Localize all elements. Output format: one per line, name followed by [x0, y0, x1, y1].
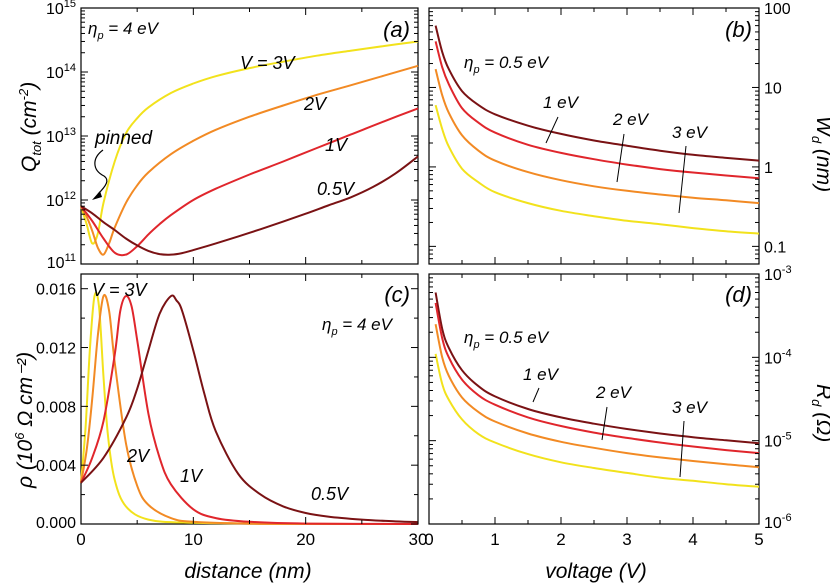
y-tick-label-c: 0.004 — [36, 458, 76, 475]
x-axis-title-right: voltage (V) — [545, 560, 647, 583]
panel-b-label: (b) — [725, 17, 752, 42]
series-line-c-3 — [80, 294, 419, 524]
label-c-2v: 2V — [126, 446, 151, 466]
y-tick-label-a: 1015 — [46, 0, 76, 18]
y-axis-title-a: Qtot (cm-2) — [16, 82, 44, 172]
series-line-d-2 — [434, 324, 760, 469]
y-tick-label-c: 0.012 — [36, 341, 76, 358]
y-tick-label-a: 1011 — [47, 252, 76, 272]
y-tick-label-a: 1013 — [46, 126, 76, 146]
x-tick-label-d: 1 — [490, 530, 499, 549]
leader-b-3ev — [678, 145, 687, 214]
series-line-a-3 — [80, 155, 419, 256]
y-tick-label-c: 0.000 — [36, 515, 76, 532]
y-tick-label-c: 0.008 — [36, 399, 76, 416]
label-c-3v: V = 3V — [92, 280, 149, 300]
leader-d-3ev — [679, 420, 685, 478]
y-tick-label-d: 10-6 — [764, 512, 792, 532]
y-tick-label-a: 1014 — [46, 62, 76, 82]
series-line-d-3 — [434, 353, 760, 488]
series-line-a-0 — [80, 40, 419, 245]
series-line-a-2 — [80, 107, 419, 257]
panel-d-label: (d) — [725, 282, 752, 307]
y-tick-label-b: 0.1 — [764, 239, 786, 256]
leader-d-1ev — [532, 387, 540, 403]
series-line-c-2 — [80, 295, 419, 525]
y-axis-title-b: Wd (nm) — [809, 116, 830, 192]
x-tick-label-c: 10 — [184, 530, 203, 549]
series-line-c-1 — [80, 294, 419, 525]
label-c-05v: 0.5V — [311, 484, 350, 504]
pinned-label: pinned — [94, 128, 153, 149]
series-line-a-1 — [80, 64, 419, 256]
leader-b-2ev — [616, 133, 625, 183]
x-tick-label-c: 30 — [409, 530, 428, 549]
series-line-b-1 — [434, 41, 760, 180]
leader-b-1ev — [545, 116, 559, 144]
x-tick-label-d: 3 — [622, 530, 631, 549]
panel-b-param: ηp = 0.5 eV — [464, 53, 550, 76]
label-d-1ev: 1 eV — [523, 365, 560, 384]
y-tick-label-b: 100 — [764, 1, 791, 18]
x-tick-label-c: 20 — [296, 530, 315, 549]
label-a-3v: V = 3V — [240, 53, 297, 73]
panel-d-param: ηp = 0.5 eV — [464, 328, 550, 351]
leader-d-2ev — [601, 406, 608, 441]
label-d-3ev: 3 eV — [672, 398, 709, 417]
x-tick-label-c: 0 — [76, 530, 85, 549]
series-line-d-0 — [434, 292, 760, 445]
label-b-1ev: 1 eV — [543, 93, 580, 112]
label-a-2v: 2V — [303, 94, 328, 114]
x-axis-title-left: distance (nm) — [184, 560, 311, 583]
y-tick-label-b: 10 — [764, 80, 782, 97]
y-tick-label-a: 1012 — [46, 190, 76, 210]
series-line-b-0 — [434, 25, 760, 162]
x-tick-label-d: 4 — [688, 530, 697, 549]
x-tick-label-d: 0 — [424, 530, 433, 549]
curves-layer — [80, 25, 760, 525]
panel-a-label: (a) — [383, 17, 410, 42]
y-tick-label-d: 10-5 — [764, 431, 792, 451]
x-tick-label-d: 5 — [754, 530, 763, 549]
panel-c-param: ηp = 4 eV — [322, 315, 394, 338]
series-line-b-3 — [434, 104, 760, 235]
pinned-arrowhead — [92, 191, 102, 200]
label-a-1v: 1V — [325, 135, 349, 155]
label-a-05v: 0.5V — [317, 179, 356, 199]
y-tick-label-b: 1 — [764, 160, 773, 177]
y-tick-label-d: 10-4 — [764, 347, 792, 367]
label-d-2ev: 2 eV — [595, 383, 633, 402]
panel-b-frame — [428, 7, 760, 265]
y-axis-title-c: ρ (106 Ω cm⁻²) — [12, 352, 37, 489]
label-b-3ev: 3 eV — [672, 123, 709, 142]
y-axis-title-d: Rd (Ω) — [809, 384, 830, 442]
panel-a-param: ηp = 4 eV — [88, 19, 160, 42]
label-c-1v: 1V — [180, 466, 204, 486]
y-tick-label-c: 0.016 — [36, 282, 76, 299]
x-tick-label-d: 2 — [556, 530, 565, 549]
series-line-b-2 — [434, 68, 760, 205]
label-b-2ev: 2 eV — [612, 110, 650, 129]
series-line-d-1 — [434, 302, 760, 455]
panel-c-label: (c) — [384, 282, 410, 307]
panel-d-frame — [428, 273, 760, 525]
y-tick-label-d: 10-3 — [764, 264, 792, 284]
pinned-arrow — [94, 149, 108, 195]
